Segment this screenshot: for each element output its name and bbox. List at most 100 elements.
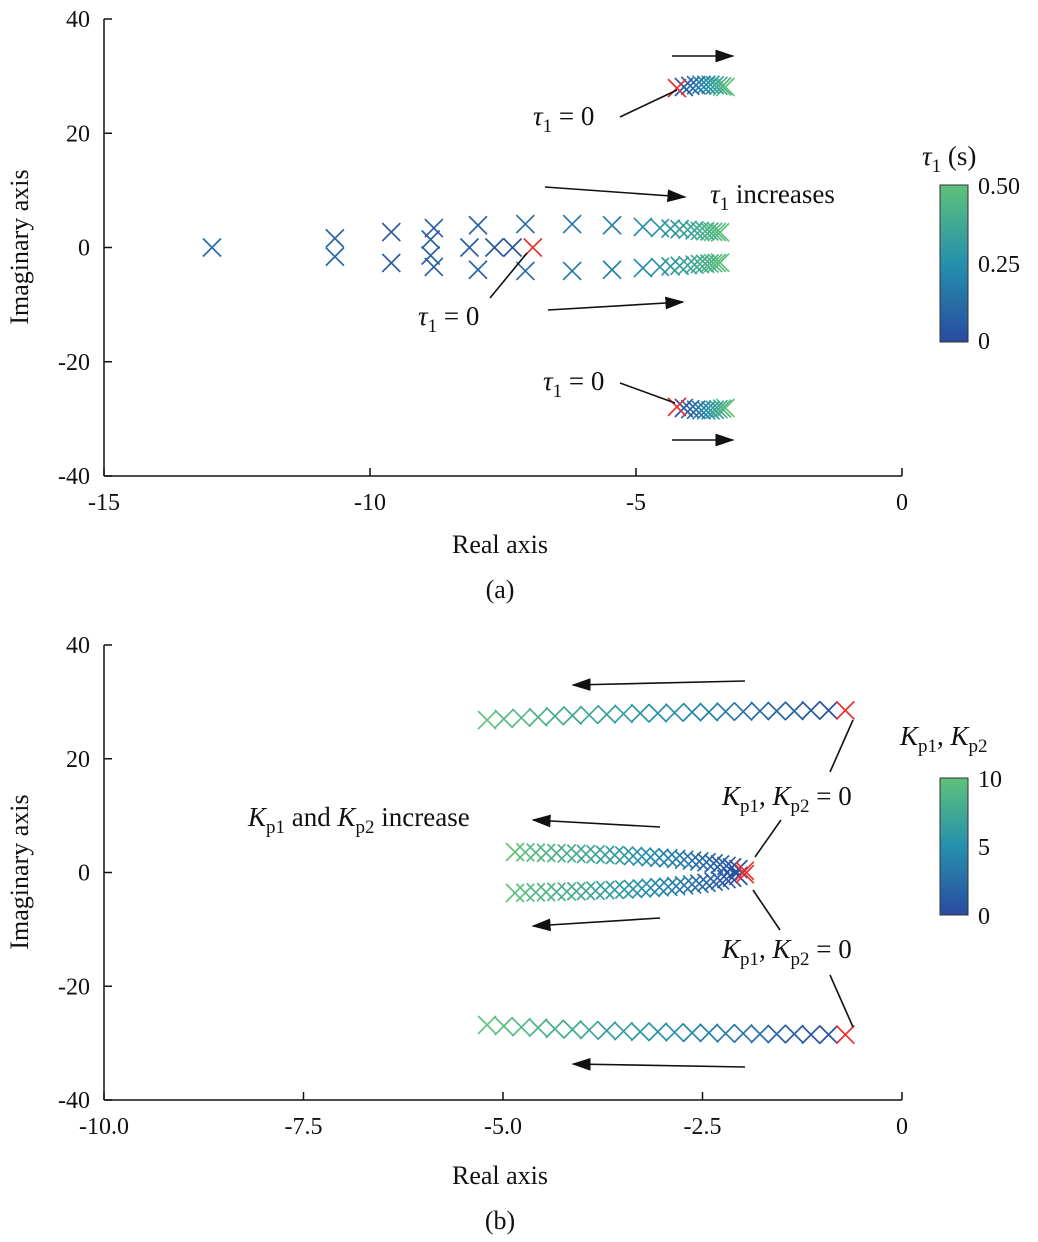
pole-marker <box>528 1018 548 1038</box>
leader-bottom <box>619 382 676 404</box>
leader-mid <box>489 252 528 299</box>
pole-marker <box>735 864 755 884</box>
panel-b-colorbar-title: Kp1, Kp2 <box>899 721 988 757</box>
pole-marker <box>614 845 634 866</box>
pole-marker <box>801 700 821 721</box>
panel-a-ylabel: Imaginary axis <box>5 169 34 324</box>
pole-marker <box>459 237 480 258</box>
panel-a-colorbar <box>939 184 969 343</box>
pole-marker <box>536 843 556 863</box>
pole-marker <box>648 1022 668 1042</box>
pole-marker <box>505 842 525 862</box>
pole-marker <box>526 842 546 863</box>
y-tick-label: 0 <box>78 236 90 262</box>
pole-marker <box>696 400 716 420</box>
pole-marker <box>666 849 686 869</box>
pole-marker <box>674 77 694 97</box>
pole-marker <box>602 215 622 235</box>
pole-marker <box>801 1024 821 1045</box>
pole-marker <box>381 253 401 273</box>
pole-marker <box>678 255 698 275</box>
pole-marker <box>784 1024 804 1044</box>
pole-marker <box>421 245 441 266</box>
pole-marker <box>670 219 690 239</box>
pole-marker <box>202 237 222 258</box>
pole-marker <box>674 398 694 418</box>
colorbar-b-tick: 5 <box>978 835 990 861</box>
pole-marker <box>424 218 444 238</box>
pole-marker <box>750 1024 770 1044</box>
arrow-left-bottom <box>571 1057 746 1071</box>
pole-marker <box>511 1017 531 1037</box>
panel-a-axes: -15 -10 -5 0 40 20 0 -20 -40 <box>58 7 908 516</box>
pole-marker <box>722 868 742 888</box>
pole-marker <box>477 710 497 730</box>
pole-marker <box>750 701 770 721</box>
pole-marker <box>566 881 587 901</box>
pole-marker <box>674 850 694 870</box>
y-tick-label: -40 <box>58 1088 90 1114</box>
colorbar-b-tick: 0 <box>978 904 990 930</box>
panel-b-xlabel: Real axis <box>452 1161 548 1190</box>
pole-marker <box>700 75 721 95</box>
annotation-k-zero-lower: Kp1, Kp2 = 0 <box>721 934 852 970</box>
pole-marker <box>562 261 582 281</box>
y-tick-label: 40 <box>66 7 90 33</box>
pole-marker <box>381 222 401 242</box>
annotation-k-zero-upper: Kp1, Kp2 = 0 <box>721 781 852 817</box>
pole-marker <box>605 880 625 900</box>
pole-marker <box>650 257 670 277</box>
pole-marker <box>468 215 488 235</box>
x-tick-label: 0 <box>896 1114 908 1140</box>
y-tick-label: 20 <box>66 121 90 147</box>
pole-marker <box>595 845 615 865</box>
pole-marker <box>613 704 634 724</box>
pole-marker <box>784 701 804 721</box>
pole-marker <box>835 700 855 721</box>
pole-marker <box>641 878 661 898</box>
colorbar-b-tick: 10 <box>978 767 1002 793</box>
pole-marker <box>579 705 599 725</box>
pole-marker <box>650 218 670 238</box>
y-tick-label: -40 <box>58 464 90 490</box>
annotation-tau-zero-bottom: τ1 = 0 <box>543 366 604 402</box>
y-tick-label: -20 <box>58 974 90 1000</box>
pole-marker <box>667 78 687 98</box>
pole-marker <box>557 881 577 902</box>
pole-marker <box>421 229 441 250</box>
panel-b-axes: -10.0 -7.5 -5.0 -2.5 0 40 20 0 -20 -40 <box>58 633 908 1140</box>
pole-marker <box>716 1023 736 1044</box>
arrow-left-mid-upper <box>531 814 661 828</box>
pole-marker <box>424 257 444 277</box>
pole-marker <box>526 882 546 903</box>
pole-marker <box>835 1024 855 1045</box>
pole-marker <box>576 881 596 901</box>
annotation-k-increase: Kp1 and Kp2 increase <box>247 802 470 838</box>
pole-marker <box>528 707 548 727</box>
pole-marker <box>633 258 653 278</box>
pole-marker <box>674 875 694 895</box>
pole-marker <box>704 871 724 892</box>
pole-marker <box>597 1021 617 1041</box>
pole-marker <box>614 879 634 900</box>
colorbar-a-tick: 0 <box>978 329 990 355</box>
pole-marker <box>595 880 615 900</box>
arrow-increase-lower <box>547 296 685 311</box>
pole-marker <box>602 260 622 280</box>
y-tick-label: 40 <box>66 633 90 659</box>
pole-marker <box>649 877 670 897</box>
pole-marker <box>733 1023 753 1044</box>
pole-marker <box>468 260 488 280</box>
pole-marker <box>682 1023 702 1043</box>
pole-marker <box>630 1022 650 1042</box>
leader-upper-lf <box>754 819 782 858</box>
annotation-tau-zero-mid: τ1 = 0 <box>418 301 479 337</box>
pole-marker <box>699 702 719 722</box>
pole-marker <box>700 400 721 420</box>
pole-marker <box>649 848 670 868</box>
pole-marker <box>505 883 525 903</box>
pole-marker <box>722 857 742 877</box>
pole-marker <box>515 261 535 281</box>
x-tick-label: -7.5 <box>285 1114 323 1140</box>
